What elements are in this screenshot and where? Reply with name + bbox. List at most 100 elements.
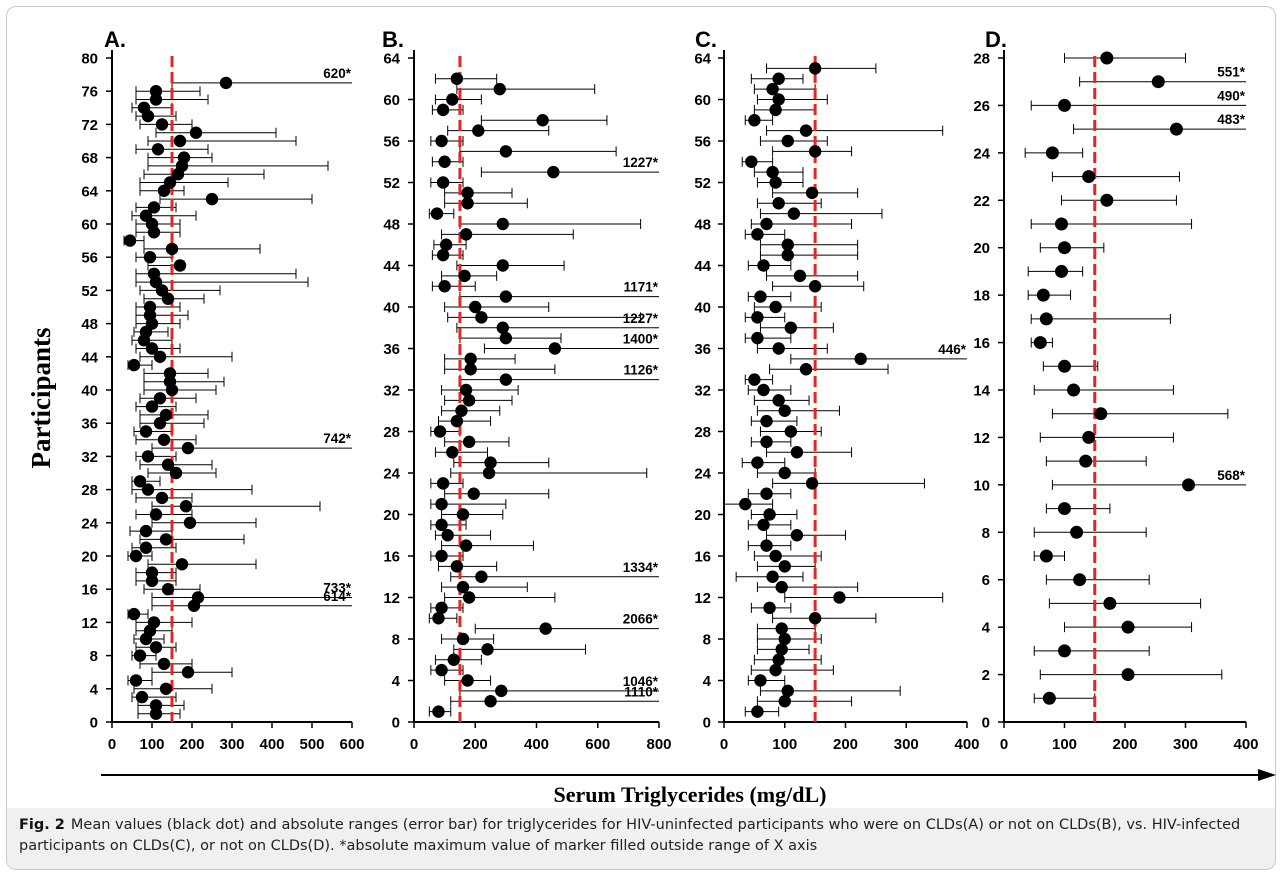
panel-d-mean-point — [1054, 264, 1068, 278]
panel-b-mean-point — [455, 404, 468, 417]
panel-c-y-tick-label: 28 — [694, 424, 711, 441]
panel-b-mean-point — [462, 591, 476, 604]
panel-b-mean-point — [461, 674, 474, 687]
panel-a-x-tick-label: 600 — [339, 736, 364, 753]
panel-d-mean-point — [1058, 98, 1071, 112]
panel-a-mean-point — [183, 516, 197, 529]
panel-b-y-tick-label: 60 — [383, 92, 400, 109]
panel-d-x-tick-label: 300 — [1173, 736, 1198, 753]
panel-c-mean-point — [751, 228, 764, 241]
panel-a-mean-point — [155, 491, 169, 505]
panel-b-mean-point — [439, 238, 453, 251]
panel-a-mean-point — [181, 666, 195, 679]
panel-d-y-tick-label: 8 — [982, 525, 990, 542]
panel-b-label: B. — [382, 27, 404, 52]
panel-c-mean-point — [854, 352, 867, 366]
panel-c-mean-point — [760, 539, 773, 552]
panel-c-y-tick-label: 16 — [694, 549, 711, 566]
panel-b-mean-point — [447, 653, 461, 666]
panel-d-y-tick-label: 16 — [973, 335, 990, 352]
panel-c-mean-point — [772, 653, 785, 666]
panel-b-mean-point — [438, 155, 451, 168]
panel-a-y-tick-label: 72 — [81, 117, 98, 134]
panel-b-mean-point — [459, 539, 473, 552]
panel-b-mean-point — [536, 114, 549, 127]
panel-a-overflow-label: 742* — [323, 431, 352, 446]
panel-b-mean-point — [461, 197, 474, 210]
panel-b-mean-point — [456, 508, 470, 521]
panel-a-mean-point — [149, 85, 163, 98]
panel-b-mean-point — [495, 684, 508, 698]
panel-b-mean-point — [459, 383, 473, 397]
panel-b-mean-point — [456, 580, 470, 594]
panel-b-mean-point — [433, 425, 447, 438]
panel-a-mean-point — [139, 209, 153, 222]
panel-c-mean-point — [763, 601, 776, 615]
panel-c-mean-point — [751, 311, 764, 324]
panel-b-y-tick-label: 52 — [383, 175, 400, 192]
panel-a-y-tick-label: 64 — [81, 183, 98, 200]
panel-d-y-tick-label: 12 — [973, 430, 990, 447]
panel-b-mean-point — [499, 290, 513, 303]
panel-a-mean-point — [161, 458, 175, 471]
panel-a-x-tick-label: 200 — [179, 736, 204, 753]
panel-d-mean-point — [1094, 407, 1108, 421]
panel-c-mean-point — [766, 570, 779, 583]
panel-b-mean-point — [435, 549, 448, 563]
panel-a-y-tick-label: 36 — [81, 416, 98, 433]
panel-a-mean-point — [189, 126, 203, 139]
panel-a-y-tick-label: 32 — [81, 449, 98, 466]
panel-a-mean-point — [145, 400, 159, 413]
panel-a-mean-point — [129, 674, 143, 687]
panel-c-mean-point — [757, 259, 770, 272]
panel-c-mean-point — [748, 114, 761, 127]
panel-b-mean-point — [446, 93, 459, 106]
panel-b-mean-point — [456, 632, 470, 646]
panel-a-mean-point — [151, 143, 165, 156]
panel-b-mean-point — [464, 363, 477, 376]
panel-a-mean-point — [173, 134, 187, 148]
panel-c-mean-point — [739, 497, 752, 511]
panel-b-y-tick-label: 28 — [383, 424, 400, 441]
panel-a-y-tick-label: 60 — [81, 217, 98, 234]
panel-d-mean-point — [1079, 454, 1093, 468]
panel-a-mean-point — [157, 657, 171, 671]
panel-b-mean-point — [446, 446, 459, 459]
panel-a-y-tick-label: 76 — [81, 84, 98, 101]
panel-a-y-tick-label: 16 — [81, 582, 98, 599]
panel-b-overflow-label: 1110* — [624, 684, 659, 699]
panel-d-mean-point — [1103, 596, 1117, 610]
panel-a-mean-point — [175, 558, 189, 571]
panel-c-mean-point — [766, 82, 779, 96]
panel-a-y-tick-label: 56 — [81, 250, 98, 267]
y-axis-label: Participants — [26, 328, 56, 469]
panel-d-mean-point — [1058, 359, 1071, 373]
panel-c-y-tick-label: 52 — [694, 175, 711, 192]
panel-a-mean-point — [169, 466, 183, 480]
panel-c-mean-point — [763, 508, 776, 521]
panel-c-mean-point — [745, 155, 758, 168]
panel-b-mean-point — [436, 176, 450, 189]
panel-b-mean-point — [436, 477, 450, 490]
panel-a-y-tick-label: 40 — [81, 383, 98, 400]
panel-b-y-tick-label: 40 — [383, 300, 400, 317]
panel-b-overflow-label: 2066* — [623, 612, 659, 627]
panel-b-x-tick-label: 0 — [410, 736, 418, 753]
panel-c-mean-point — [808, 280, 822, 293]
panel-b-mean-point — [450, 72, 464, 85]
x-axis-label: Serum Triglycerides (mg/dL) — [554, 782, 827, 807]
panel-c-mean-point — [772, 342, 785, 355]
panel-c-mean-point — [778, 404, 791, 417]
panel-a-mean-point — [153, 350, 167, 363]
panel-b-mean-point — [496, 321, 510, 334]
panel-c-mean-point — [775, 622, 788, 635]
panel-a-overflow-label: 620* — [323, 66, 352, 81]
panel-d-mean-point — [1045, 146, 1059, 160]
panel-c-mean-point — [778, 466, 791, 480]
panel-c-mean-point — [766, 165, 779, 179]
panel-a-mean-point — [153, 392, 167, 405]
panel-b-x-tick-label: 400 — [524, 736, 549, 753]
panel-a-x-tick-label: 300 — [219, 736, 244, 753]
panel-b-mean-point — [499, 373, 513, 386]
panel-b-mean-point — [482, 466, 496, 480]
